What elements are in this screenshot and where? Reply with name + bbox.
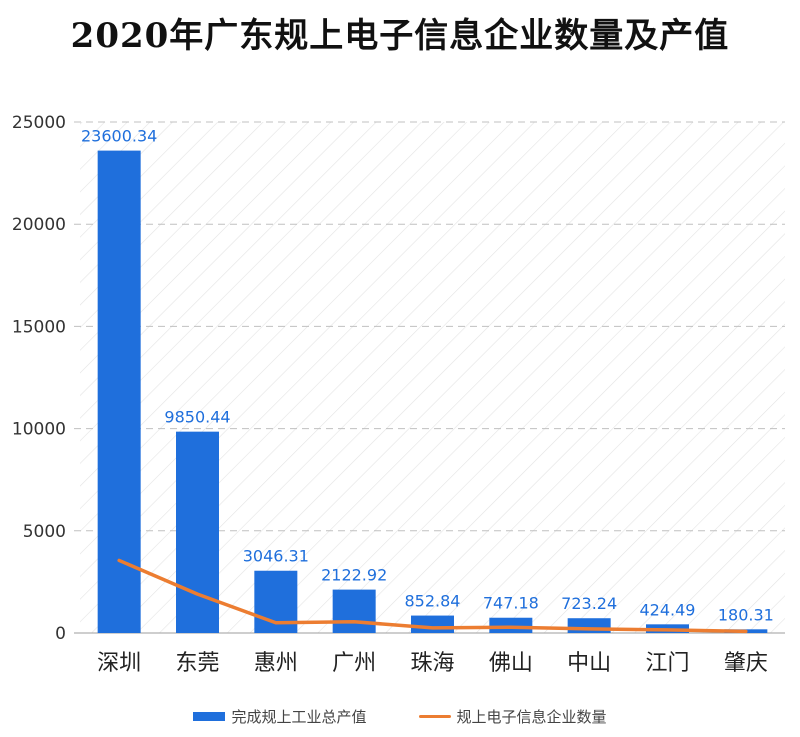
bar[interactable] bbox=[489, 617, 533, 633]
x-tick-label: 珠海 bbox=[410, 651, 454, 676]
bar-value-label: 180.31 bbox=[718, 605, 774, 624]
bar-value-label: 852.84 bbox=[405, 592, 461, 611]
y-tick-label: 5000 bbox=[23, 522, 66, 542]
bar-value-label: 2122.92 bbox=[321, 566, 387, 585]
x-tick-label: 广州 bbox=[332, 651, 376, 676]
bar-value-label: 23600.34 bbox=[81, 127, 157, 146]
bar-value-label: 9850.44 bbox=[164, 408, 230, 427]
line-layer bbox=[117, 558, 748, 634]
bar-value-label: 424.49 bbox=[640, 600, 696, 619]
bar[interactable] bbox=[176, 431, 219, 633]
x-tick-label: 东莞 bbox=[175, 651, 219, 676]
legend: 完成规上工业总产值 规上电子信息企业数量 bbox=[0, 706, 800, 727]
legend-label-count: 规上电子信息企业数量 bbox=[456, 708, 607, 726]
x-tick-label: 佛山 bbox=[489, 651, 533, 676]
legend-swatch-count bbox=[418, 715, 451, 718]
y-tick-label: 25000 bbox=[12, 113, 66, 133]
y-tick-label: 15000 bbox=[12, 317, 66, 337]
bar[interactable] bbox=[97, 150, 141, 633]
legend-item-count[interactable]: 规上电子信息企业数量 bbox=[418, 706, 607, 727]
legend-item-output[interactable]: 完成规上工业总产值 bbox=[193, 706, 367, 727]
bar-value-label: 3046.31 bbox=[243, 547, 309, 566]
y-tick-label: 0 bbox=[55, 624, 66, 644]
x-tick-label: 江门 bbox=[645, 651, 689, 676]
bar-value-label: 723.24 bbox=[561, 594, 617, 613]
bar[interactable] bbox=[332, 589, 376, 633]
label-layer: 0 5000 10000 15000 20000 25000 23600.34 深圳 9850.… bbox=[12, 113, 774, 676]
bar[interactable] bbox=[411, 615, 454, 633]
x-tick-label: 深圳 bbox=[97, 651, 141, 676]
y-tick-label: 20000 bbox=[12, 215, 66, 235]
y-tick-label: 10000 bbox=[12, 420, 66, 440]
x-tick-label: 惠州 bbox=[254, 651, 298, 676]
x-tick-label: 中山 bbox=[567, 651, 611, 676]
series-line-count[interactable] bbox=[117, 558, 748, 634]
bar-value-label: 747.18 bbox=[483, 594, 539, 613]
legend-label-output: 完成规上工业总产值 bbox=[231, 708, 367, 726]
chart-title: 2020年广东规上电子信息企业数量及产值 bbox=[70, 16, 730, 56]
x-tick-label: 肇庆 bbox=[724, 651, 768, 676]
legend-swatch-output bbox=[193, 712, 226, 721]
